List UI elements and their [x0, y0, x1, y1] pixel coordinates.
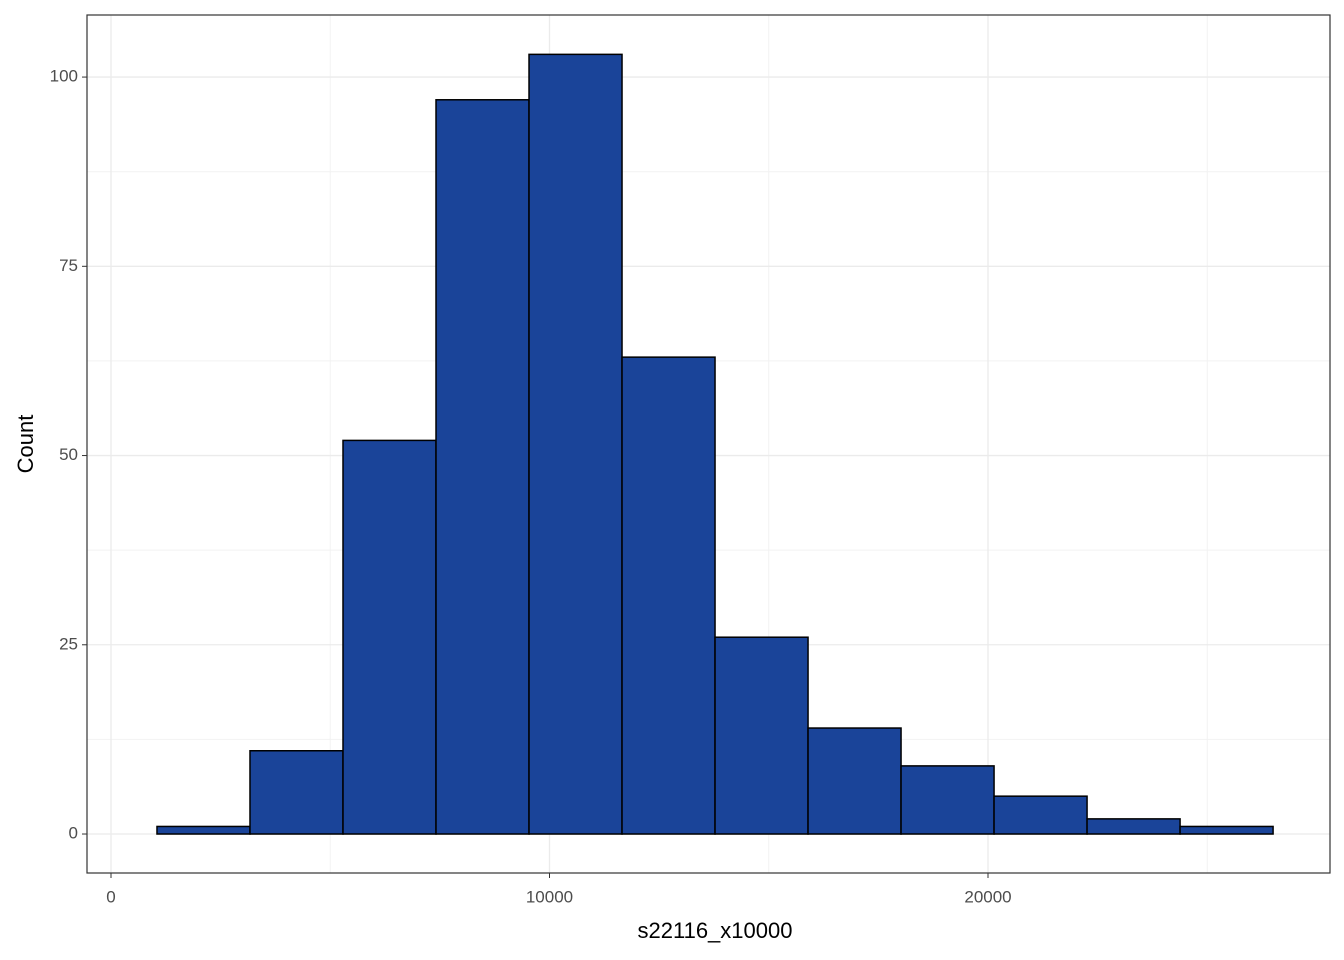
y-tick-label: 0: [69, 824, 78, 843]
x-axis-title: s22116_x10000: [638, 918, 793, 943]
bars: [156, 53, 1274, 835]
bar: [807, 727, 902, 835]
bar: [435, 99, 530, 835]
x-tick-label: 20000: [964, 887, 1011, 906]
bar: [714, 636, 809, 835]
bar: [249, 750, 344, 835]
y-axis-title: Count: [13, 415, 38, 474]
y-tick-label: 75: [59, 256, 78, 275]
bar: [156, 825, 251, 835]
bar: [528, 53, 623, 835]
bar: [621, 356, 716, 835]
bar: [342, 439, 437, 835]
bar: [900, 765, 995, 835]
bar: [993, 795, 1088, 835]
y-tick-label: 100: [50, 67, 78, 86]
y-tick-label: 50: [59, 445, 78, 464]
bar: [1179, 825, 1274, 835]
x-tick-label: 0: [106, 887, 115, 906]
bar: [1086, 818, 1181, 835]
y-tick-label: 25: [59, 634, 78, 653]
x-tick-label: 10000: [526, 887, 573, 906]
panel-border: [86, 14, 1331, 874]
